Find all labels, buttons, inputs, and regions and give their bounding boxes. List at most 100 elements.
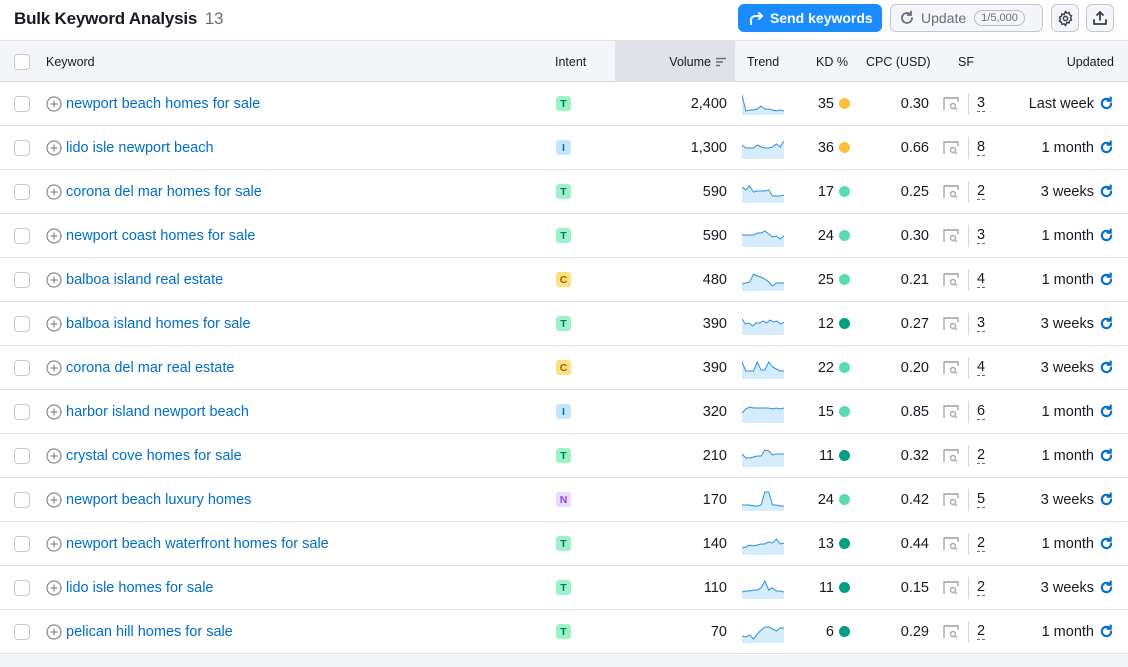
keyword-link[interactable]: corona del mar homes for sale	[66, 183, 262, 200]
keyword-link[interactable]: balboa island real estate	[66, 271, 224, 288]
refresh-row-icon[interactable]	[1099, 360, 1114, 375]
row-checkbox[interactable]	[14, 535, 30, 552]
add-to-list-icon[interactable]	[46, 447, 62, 464]
row-checkbox[interactable]	[14, 447, 30, 464]
row-checkbox[interactable]	[14, 183, 30, 200]
serp-features-count[interactable]: 4	[977, 270, 986, 288]
serp-preview-icon[interactable]	[943, 140, 959, 155]
col-keyword[interactable]: Keyword	[46, 54, 95, 69]
sparkline-chart	[742, 626, 784, 643]
serp-features-count[interactable]: 2	[977, 446, 986, 464]
col-kd[interactable]: KD %	[816, 54, 848, 69]
serp-features-count[interactable]: 2	[977, 622, 986, 640]
refresh-row-icon[interactable]	[1099, 404, 1114, 419]
serp-preview-icon[interactable]	[943, 492, 959, 507]
keyword-link[interactable]: lido isle newport beach	[66, 139, 214, 156]
serp-preview-icon[interactable]	[943, 96, 959, 111]
keyword-link[interactable]: harbor island newport beach	[66, 403, 249, 420]
row-checkbox[interactable]	[14, 359, 30, 376]
keyword-link[interactable]: balboa island homes for sale	[66, 315, 251, 332]
intent-badge: T	[556, 624, 571, 639]
add-to-list-icon[interactable]	[46, 315, 62, 332]
volume-value: 320	[702, 403, 727, 420]
trend-sparkline	[742, 610, 786, 653]
serp-preview-icon[interactable]	[943, 580, 959, 595]
keyword-link[interactable]: newport beach waterfront homes for sale	[66, 535, 329, 552]
refresh-row-icon[interactable]	[1099, 228, 1114, 243]
serp-preview-icon[interactable]	[943, 272, 959, 287]
serp-features-count[interactable]: 8	[977, 138, 986, 156]
refresh-row-icon[interactable]	[1099, 580, 1114, 595]
refresh-row-icon[interactable]	[1099, 272, 1114, 287]
keyword-link[interactable]: pelican hill homes for sale	[66, 623, 233, 640]
send-keywords-label: Send keywords	[770, 10, 873, 26]
col-trend[interactable]: Trend	[747, 54, 780, 69]
col-sf[interactable]: SF	[958, 54, 974, 69]
row-checkbox[interactable]	[14, 623, 30, 640]
serp-features-count[interactable]: 5	[977, 490, 986, 508]
add-to-list-icon[interactable]	[46, 359, 62, 376]
keyword-link[interactable]: newport beach luxury homes	[66, 491, 252, 508]
refresh-row-icon[interactable]	[1099, 316, 1114, 331]
select-all-checkbox[interactable]	[14, 53, 30, 70]
serp-features-count[interactable]: 3	[977, 314, 986, 332]
col-volume-label: Volume	[669, 54, 711, 69]
add-to-list-icon[interactable]	[46, 183, 62, 200]
serp-preview-icon[interactable]	[943, 184, 959, 199]
add-to-list-icon[interactable]	[46, 139, 62, 156]
add-to-list-icon[interactable]	[46, 403, 62, 420]
send-keywords-button[interactable]: Send keywords	[738, 4, 882, 32]
serp-features-count[interactable]: 2	[977, 182, 986, 200]
settings-button[interactable]	[1051, 4, 1079, 32]
row-checkbox[interactable]	[14, 579, 30, 596]
row-checkbox[interactable]	[14, 271, 30, 288]
serp-features-count[interactable]: 6	[977, 402, 986, 420]
refresh-row-icon[interactable]	[1099, 184, 1114, 199]
row-checkbox[interactable]	[14, 139, 30, 156]
refresh-row-icon[interactable]	[1099, 96, 1114, 111]
refresh-row-icon[interactable]	[1099, 536, 1114, 551]
serp-preview-icon[interactable]	[943, 228, 959, 243]
keyword-link[interactable]: lido isle homes for sale	[66, 579, 214, 596]
serp-features-count[interactable]: 2	[977, 578, 986, 596]
refresh-row-icon[interactable]	[1099, 492, 1114, 507]
serp-features-count[interactable]: 3	[977, 94, 986, 112]
serp-features-count[interactable]: 2	[977, 534, 986, 552]
sparkline-chart	[742, 405, 784, 423]
keyword-link[interactable]: corona del mar real estate	[66, 359, 235, 376]
col-updated[interactable]: Updated	[1066, 54, 1114, 69]
serp-preview-icon[interactable]	[943, 404, 959, 419]
refresh-row-icon[interactable]	[1099, 448, 1114, 463]
upload-icon	[1093, 11, 1107, 25]
add-to-list-icon[interactable]	[46, 623, 62, 640]
refresh-row-icon[interactable]	[1099, 140, 1114, 155]
kd-value: 6	[825, 623, 834, 640]
col-intent[interactable]: Intent	[555, 54, 587, 69]
serp-preview-icon[interactable]	[943, 360, 959, 375]
serp-features-count[interactable]: 3	[977, 226, 986, 244]
add-to-list-icon[interactable]	[46, 227, 62, 244]
serp-preview-icon[interactable]	[943, 536, 959, 551]
refresh-row-icon[interactable]	[1099, 624, 1114, 639]
serp-preview-icon[interactable]	[943, 448, 959, 463]
serp-features-count[interactable]: 4	[977, 358, 986, 376]
keyword-link[interactable]: newport coast homes for sale	[66, 227, 256, 244]
update-button[interactable]: Update 1/5,000	[890, 4, 1043, 32]
keyword-link[interactable]: newport beach homes for sale	[66, 95, 261, 112]
row-checkbox[interactable]	[14, 95, 30, 112]
row-checkbox[interactable]	[14, 491, 30, 508]
export-button[interactable]	[1086, 4, 1114, 32]
add-to-list-icon[interactable]	[46, 271, 62, 288]
row-checkbox[interactable]	[14, 403, 30, 420]
row-checkbox[interactable]	[14, 227, 30, 244]
col-volume[interactable]: Volume	[615, 41, 727, 82]
col-cpc[interactable]: CPC (USD)	[866, 54, 931, 69]
add-to-list-icon[interactable]	[46, 95, 62, 112]
row-checkbox[interactable]	[14, 315, 30, 332]
add-to-list-icon[interactable]	[46, 491, 62, 508]
add-to-list-icon[interactable]	[46, 579, 62, 596]
keyword-link[interactable]: crystal cove homes for sale	[66, 447, 242, 464]
add-to-list-icon[interactable]	[46, 535, 62, 552]
serp-preview-icon[interactable]	[943, 316, 959, 331]
serp-preview-icon[interactable]	[943, 624, 959, 639]
